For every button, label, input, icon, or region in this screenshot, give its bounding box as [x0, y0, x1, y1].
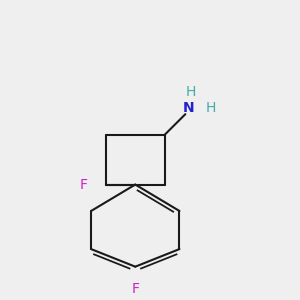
Text: H: H [205, 101, 215, 115]
Text: H: H [186, 85, 196, 99]
Text: N: N [182, 101, 194, 115]
Text: F: F [131, 282, 139, 296]
Text: F: F [80, 178, 88, 192]
